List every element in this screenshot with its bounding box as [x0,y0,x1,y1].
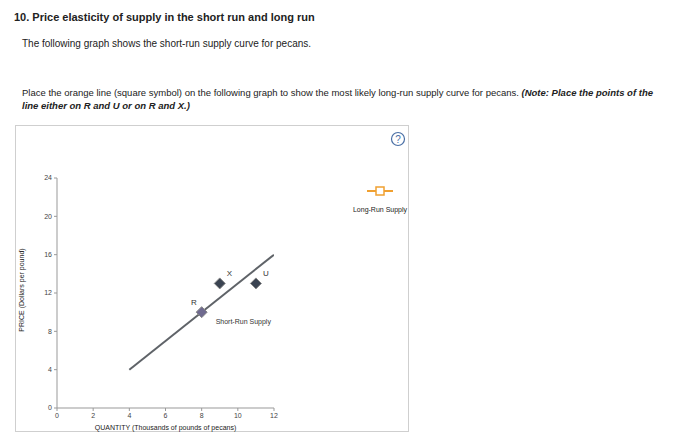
html-text:10. Price elasticity of supply: 10. Price elasticity of supply in the sh… [14,11,315,23]
html-text:PRICE (Dollars per pound): PRICE (Dollars per pound) [18,248,25,332]
svg-text:6: 6 [164,412,168,419]
html-text:Long-Run Supply: Long-Run Supply [353,206,407,213]
html-text:QUANTITY (Thousands of pounds: QUANTITY (Thousands of pounds of pecans) [94,424,237,431]
svg-text:Short-Run Supply: Short-Run Supply [216,318,272,326]
svg-text:10: 10 [234,412,242,419]
svg-text:12: 12 [44,289,52,296]
svg-text:16: 16 [44,251,52,258]
html-text:The following graph shows the: The following graph shows the short-run … [22,38,311,49]
svg-text:U: U [263,269,269,278]
svg-text:0: 0 [55,412,59,419]
html-text:Place the orange line (square: Place the orange line (square symbol) on… [22,87,653,111]
svg-text:4: 4 [127,412,131,419]
svg-text:24: 24 [44,174,52,181]
svg-text:0: 0 [48,404,52,411]
svg-text:20: 20 [44,213,52,220]
svg-text:R: R [191,298,197,307]
svg-text:2: 2 [91,412,95,419]
svg-text:8: 8 [200,412,204,419]
svg-text:12: 12 [270,412,278,419]
svg-text:?: ? [395,134,401,145]
svg-text:4: 4 [48,366,52,373]
svg-text:X: X [227,269,233,278]
svg-text:8: 8 [48,328,52,335]
